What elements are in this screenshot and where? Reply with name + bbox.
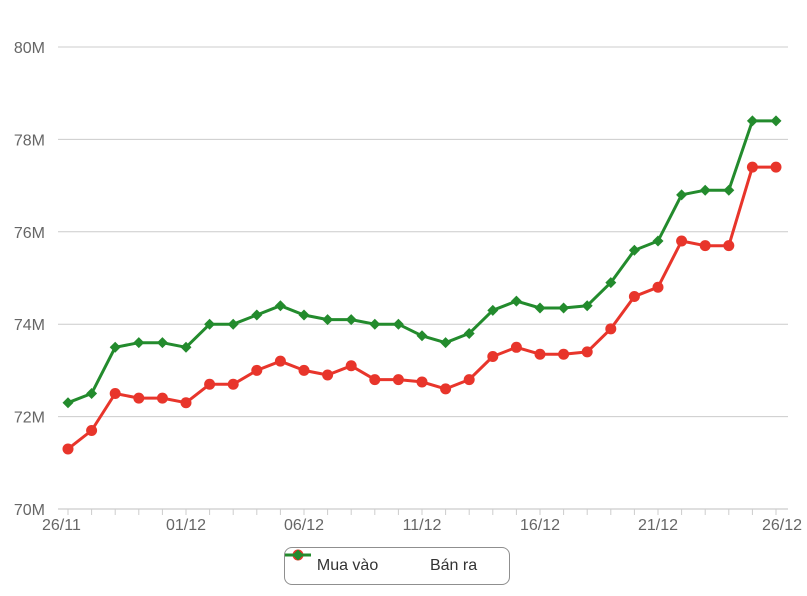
series-layer — [62, 115, 782, 455]
data-point[interactable] — [298, 309, 310, 321]
grid-layer — [58, 46, 788, 515]
data-point[interactable] — [369, 318, 381, 330]
data-point[interactable] — [746, 115, 758, 127]
series-mua-vao — [62, 161, 782, 455]
x-tick-label: 21/12 — [638, 517, 678, 534]
data-point[interactable] — [322, 369, 334, 381]
y-tick-label: 76M — [14, 225, 45, 242]
data-point[interactable] — [274, 355, 286, 367]
data-point[interactable] — [510, 341, 522, 353]
y-tick-label: 78M — [14, 132, 45, 149]
data-point[interactable] — [652, 235, 664, 247]
data-point[interactable] — [369, 374, 381, 386]
data-point[interactable] — [510, 295, 522, 307]
data-point[interactable] — [605, 323, 617, 335]
data-point[interactable] — [558, 302, 570, 314]
data-point[interactable] — [109, 341, 121, 353]
data-point[interactable] — [298, 364, 310, 376]
data-point[interactable] — [652, 281, 664, 293]
legend-item-mua-vao[interactable]: Mua vào — [285, 549, 379, 575]
x-tick-label: 11/12 — [403, 517, 442, 534]
data-point[interactable] — [581, 346, 593, 358]
data-point[interactable] — [251, 309, 263, 321]
data-point[interactable] — [581, 300, 593, 312]
data-point[interactable] — [345, 314, 357, 326]
data-point[interactable] — [487, 304, 499, 316]
legend-item-ban-ra[interactable]: Bán ra — [285, 549, 478, 575]
data-point[interactable] — [676, 189, 688, 201]
data-point[interactable] — [487, 351, 499, 363]
data-point[interactable] — [770, 115, 782, 127]
data-point[interactable] — [345, 360, 357, 372]
axis-layer: 70M 72M 74M 76M 78M 80M 26/11 01/12 06/12 11/12 16… — [14, 40, 802, 534]
x-tick-label: 26/11 — [42, 517, 81, 534]
data-point[interactable] — [62, 397, 74, 409]
series-ban-ra — [62, 115, 782, 409]
data-point[interactable] — [62, 443, 74, 455]
data-point[interactable] — [86, 424, 98, 436]
data-point[interactable] — [463, 327, 475, 339]
data-point[interactable] — [180, 341, 192, 353]
data-point[interactable] — [440, 383, 452, 395]
data-point[interactable] — [227, 318, 239, 330]
data-point[interactable] — [416, 330, 428, 342]
data-point[interactable] — [699, 184, 711, 196]
legend-swatch-ban-ra — [285, 549, 311, 561]
data-point[interactable] — [534, 302, 546, 314]
data-point[interactable] — [180, 397, 192, 409]
data-point[interactable] — [628, 244, 640, 256]
data-point[interactable] — [86, 388, 98, 399]
data-point[interactable] — [723, 240, 735, 252]
data-point[interactable] — [227, 378, 239, 390]
legend: Mua vào Bán ra — [284, 547, 510, 585]
y-tick-label: 72M — [14, 410, 45, 427]
data-point[interactable] — [156, 337, 168, 349]
data-point[interactable] — [251, 364, 263, 376]
data-point[interactable] — [699, 240, 711, 252]
data-point[interactable] — [440, 337, 452, 349]
legend-label-ban-ra: Bán ra — [429, 557, 478, 574]
data-point[interactable] — [133, 392, 145, 404]
data-point[interactable] — [676, 235, 688, 247]
data-point[interactable] — [156, 392, 168, 404]
data-point[interactable] — [723, 184, 735, 196]
x-tick-label: 01/12 — [166, 517, 206, 534]
data-point[interactable] — [605, 277, 617, 289]
data-point[interactable] — [558, 348, 570, 360]
data-point[interactable] — [204, 378, 216, 390]
data-point[interactable] — [322, 314, 334, 326]
x-tick-label: 26/12 — [762, 517, 802, 534]
y-tick-label: 80M — [14, 40, 45, 57]
y-tick-label: 74M — [14, 317, 45, 334]
x-tick-label: 06/12 — [284, 517, 324, 534]
data-point[interactable] — [204, 318, 216, 330]
series-line — [66, 165, 778, 451]
data-point[interactable] — [109, 388, 121, 399]
data-point[interactable] — [133, 337, 145, 349]
data-point[interactable] — [463, 374, 475, 386]
y-tick-label: 70M — [14, 502, 45, 519]
legend-label-mua-vao: Mua vào — [316, 557, 379, 574]
data-point[interactable] — [628, 290, 640, 302]
data-point[interactable] — [274, 300, 286, 312]
data-point[interactable] — [416, 376, 428, 388]
data-point[interactable] — [770, 161, 782, 173]
data-point[interactable] — [392, 374, 404, 386]
data-point[interactable] — [534, 348, 546, 360]
data-point[interactable] — [746, 161, 758, 173]
data-point[interactable] — [392, 318, 404, 330]
x-tick-label: 16/12 — [520, 517, 560, 534]
